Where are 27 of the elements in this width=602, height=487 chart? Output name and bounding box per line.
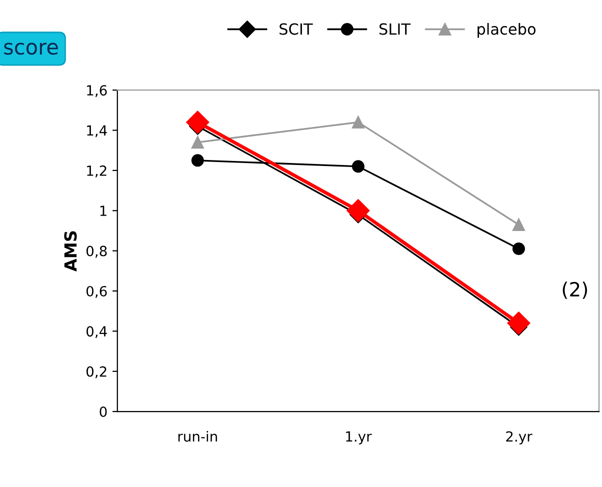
point — [352, 160, 364, 173]
y-tick-label: 0 — [100, 406, 107, 417]
legend-label: placebo — [478, 22, 536, 38]
point — [512, 218, 525, 231]
y-axis-title: AMS — [64, 231, 77, 272]
point — [352, 116, 364, 128]
y-tick-label: 1,4 — [87, 125, 107, 138]
point — [191, 136, 204, 149]
legend-label: SLIT — [379, 23, 411, 35]
y-tick-label: 0,2 — [86, 366, 106, 378]
x-tick-label: 1.yr — [346, 431, 372, 444]
y-tick-label: 0,6 — [86, 286, 107, 298]
legend-label: SCIT — [280, 23, 313, 35]
y-tick-label: 0,8 — [86, 246, 107, 258]
y-tick-label: 0,4 — [86, 326, 107, 338]
x-tick-label: 2.yr — [506, 431, 532, 444]
point — [186, 110, 210, 134]
annotation: (2) — [562, 282, 588, 299]
text: score — [4, 42, 58, 55]
y-tick-label: 1,2 — [87, 165, 106, 178]
x-tick-label: run-in — [178, 430, 217, 442]
point — [512, 242, 525, 256]
y-tick-label: 1 — [100, 206, 106, 216]
y-tick-label: 1,6 — [87, 85, 107, 97]
point — [507, 312, 530, 335]
point — [346, 199, 370, 222]
point — [191, 154, 204, 167]
